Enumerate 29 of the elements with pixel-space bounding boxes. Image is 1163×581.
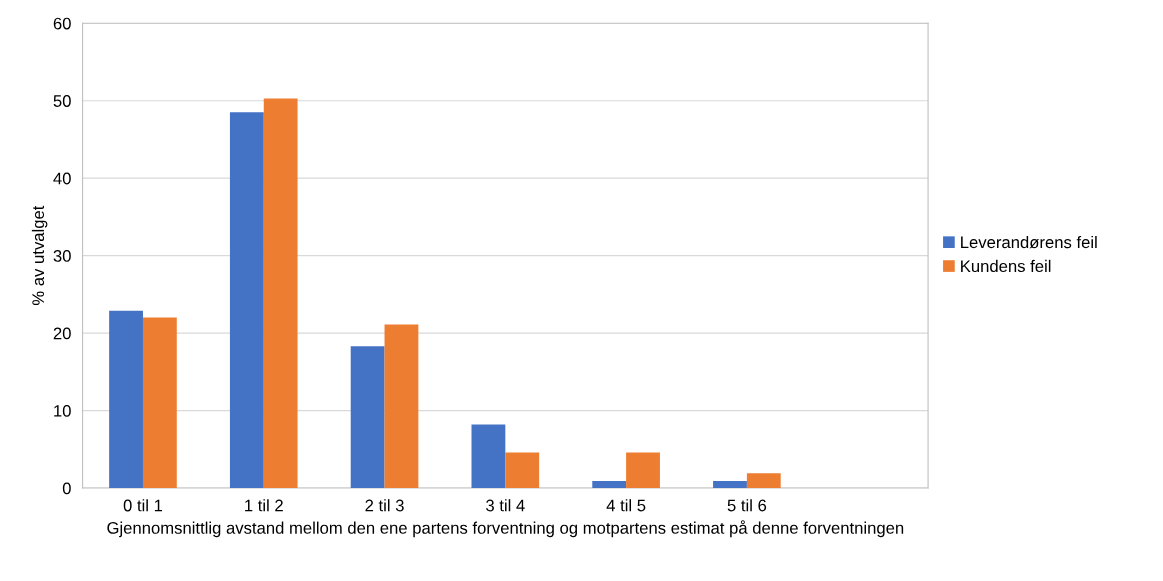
- bar: [350, 346, 385, 489]
- bar: [263, 98, 298, 489]
- y-tick-label: 30: [53, 250, 71, 262]
- x-tick-label: 2 til 3: [365, 499, 404, 512]
- y-axis-title: % av utvalget: [31, 205, 48, 306]
- x-tick-label: 0 til 1: [123, 499, 163, 512]
- x-tick-label: 5 til 6: [727, 499, 767, 512]
- x-tick-label: 3 til 4: [486, 499, 525, 512]
- bar: [505, 452, 540, 489]
- bar: [713, 481, 747, 489]
- bar: [142, 317, 177, 489]
- x-axis-title: Gjennomsnittlig avstand mellom den ene partens forventning og motpartens estimat på denne forventningen: [107, 520, 904, 538]
- y-tick-label: 50: [53, 95, 71, 107]
- bar: [626, 452, 660, 489]
- x-tick-label: 1 til 2: [245, 499, 283, 512]
- y-tick-label: 40: [53, 172, 71, 185]
- y-tick-label: 0: [62, 482, 71, 495]
- bar: [109, 310, 143, 489]
- bar: [384, 324, 419, 489]
- bar: [592, 481, 627, 489]
- y-tick-label: 20: [53, 327, 71, 340]
- bar: [746, 473, 781, 489]
- y-tick-label: 60: [53, 17, 71, 30]
- x-tick-label: 4 til 5: [606, 499, 646, 512]
- legend-label: Leverandørens feil: [961, 235, 1097, 249]
- bar: [471, 424, 506, 489]
- bar: [229, 112, 264, 489]
- y-tick-label: 10: [54, 404, 71, 417]
- legend-label: Kundens feil: [961, 259, 1051, 273]
